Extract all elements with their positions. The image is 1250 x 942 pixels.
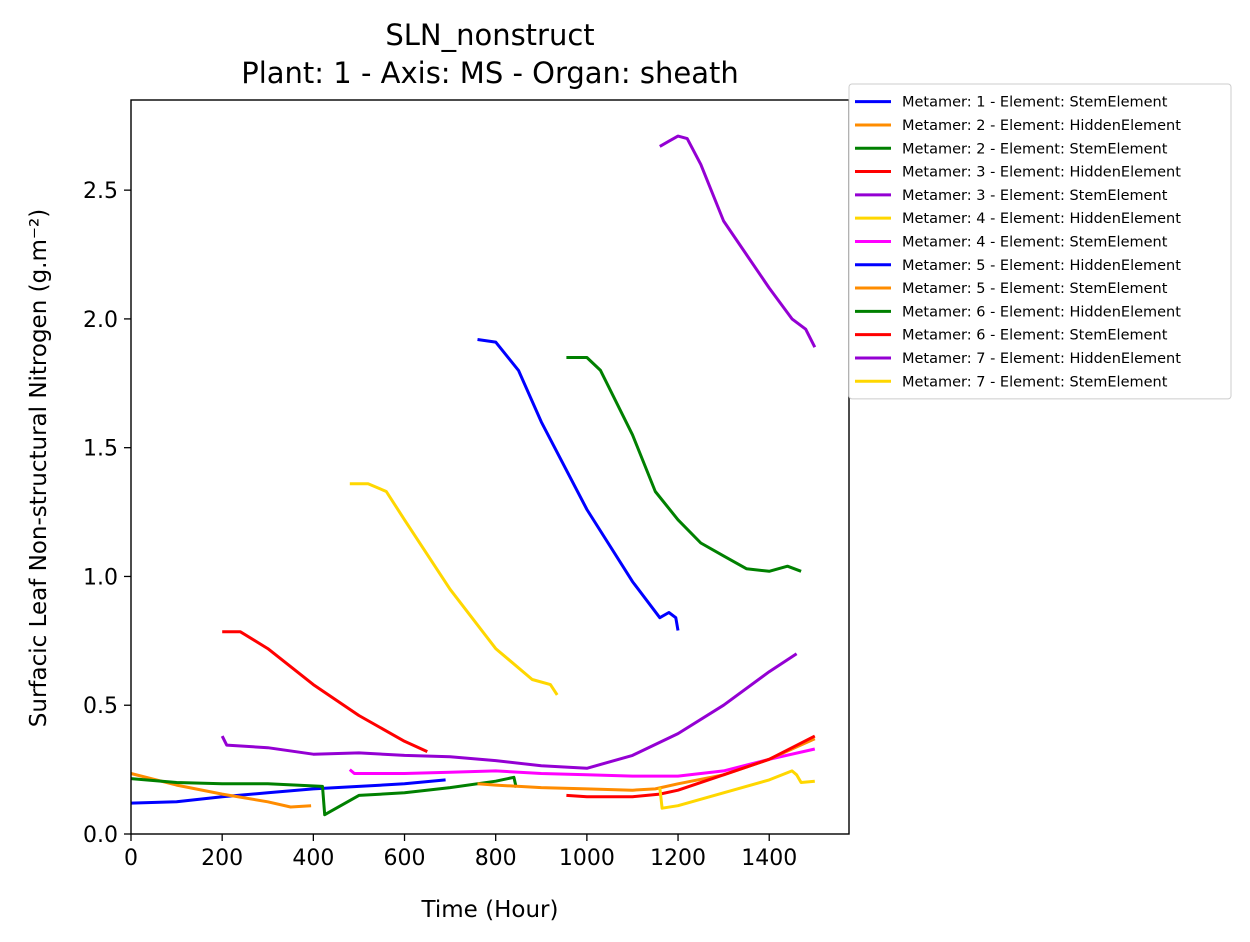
- series-line-12: [659, 134, 817, 348]
- legend-entry-label: Metamer: 5 - Element: StemElement: [902, 281, 1168, 297]
- legend-entry-label: Metamer: 7 - Element: StemElement: [902, 374, 1168, 390]
- series-line-6: [349, 482, 559, 696]
- series-line-5: [220, 652, 798, 770]
- plot-area: 0 200 400 600 800 1000 1200 1400 0.0 0.5 1.0 1.5 2.…: [83, 99, 850, 871]
- x-tick-label: 1400: [741, 846, 797, 871]
- x-tick-label: 600: [384, 846, 426, 871]
- series-line-7: [348, 747, 816, 778]
- x-tick-label: 1200: [650, 846, 706, 871]
- chart-title: SLN_nonstruct: [385, 18, 594, 52]
- series-line-4: [222, 630, 428, 753]
- x-tick-label: 0: [124, 846, 138, 871]
- legend-entry-label: Metamer: 2 - Element: HiddenElement: [902, 118, 1181, 134]
- y-axis-ticks: 0.0 0.5 1.0 1.5 2.0 2.5: [83, 179, 131, 848]
- x-tick-label: 800: [475, 846, 517, 871]
- legend-entry-label: Metamer: 6 - Element: StemElement: [902, 328, 1168, 344]
- series-line-8: [477, 338, 680, 631]
- legend: Metamer: 1 - Element: StemElement Metamer…: [848, 83, 1232, 400]
- series-line-10: [566, 356, 802, 573]
- legend-entry-label: Metamer: 4 - Element: StemElement: [902, 234, 1168, 250]
- x-axis-ticks: 0 200 400 600 800 1000 1200 1400: [124, 834, 797, 871]
- x-tick-label: 1000: [559, 846, 615, 871]
- y-tick-label: 0.5: [83, 694, 118, 719]
- legend-entry-label: Metamer: 6 - Element: HiddenElement: [902, 304, 1181, 320]
- legend-entry-label: Metamer: 2 - Element: StemElement: [902, 141, 1168, 157]
- x-tick-label: 400: [292, 846, 334, 871]
- x-tick-label: 200: [201, 846, 243, 871]
- series-lines: [130, 134, 817, 817]
- chart-subtitle: Plant: 1 - Axis: MS - Organ: sheath: [241, 56, 739, 90]
- y-tick-label: 0.0: [83, 823, 118, 848]
- y-tick-label: 1.0: [83, 565, 118, 590]
- legend-entry-label: Metamer: 5 - Element: HiddenElement: [902, 258, 1181, 274]
- legend-entry-label: Metamer: 4 - Element: HiddenElement: [902, 211, 1181, 227]
- x-axis-label: Time (Hour): [421, 897, 559, 923]
- y-tick-label: 2.5: [83, 179, 118, 204]
- series-line-11: [566, 734, 816, 799]
- series-line-3: [130, 775, 518, 817]
- legend-entry-label: Metamer: 3 - Element: StemElement: [902, 188, 1168, 204]
- legend-entry-label: Metamer: 3 - Element: HiddenElement: [902, 165, 1181, 181]
- legend-entry-label: Metamer: 7 - Element: HiddenElement: [902, 351, 1181, 367]
- legend-frame: [848, 83, 1232, 400]
- y-tick-label: 1.5: [83, 437, 118, 462]
- legend-entry-label: Metamer: 1 - Element: StemElement: [902, 95, 1168, 111]
- y-axis-label: Surfacic Leaf Non-structural Nitrogen (g…: [26, 209, 52, 727]
- series-line-1: [130, 778, 446, 805]
- series-line-13: [658, 769, 815, 810]
- plot-frame: [130, 99, 850, 835]
- y-tick-label: 2.0: [83, 308, 118, 333]
